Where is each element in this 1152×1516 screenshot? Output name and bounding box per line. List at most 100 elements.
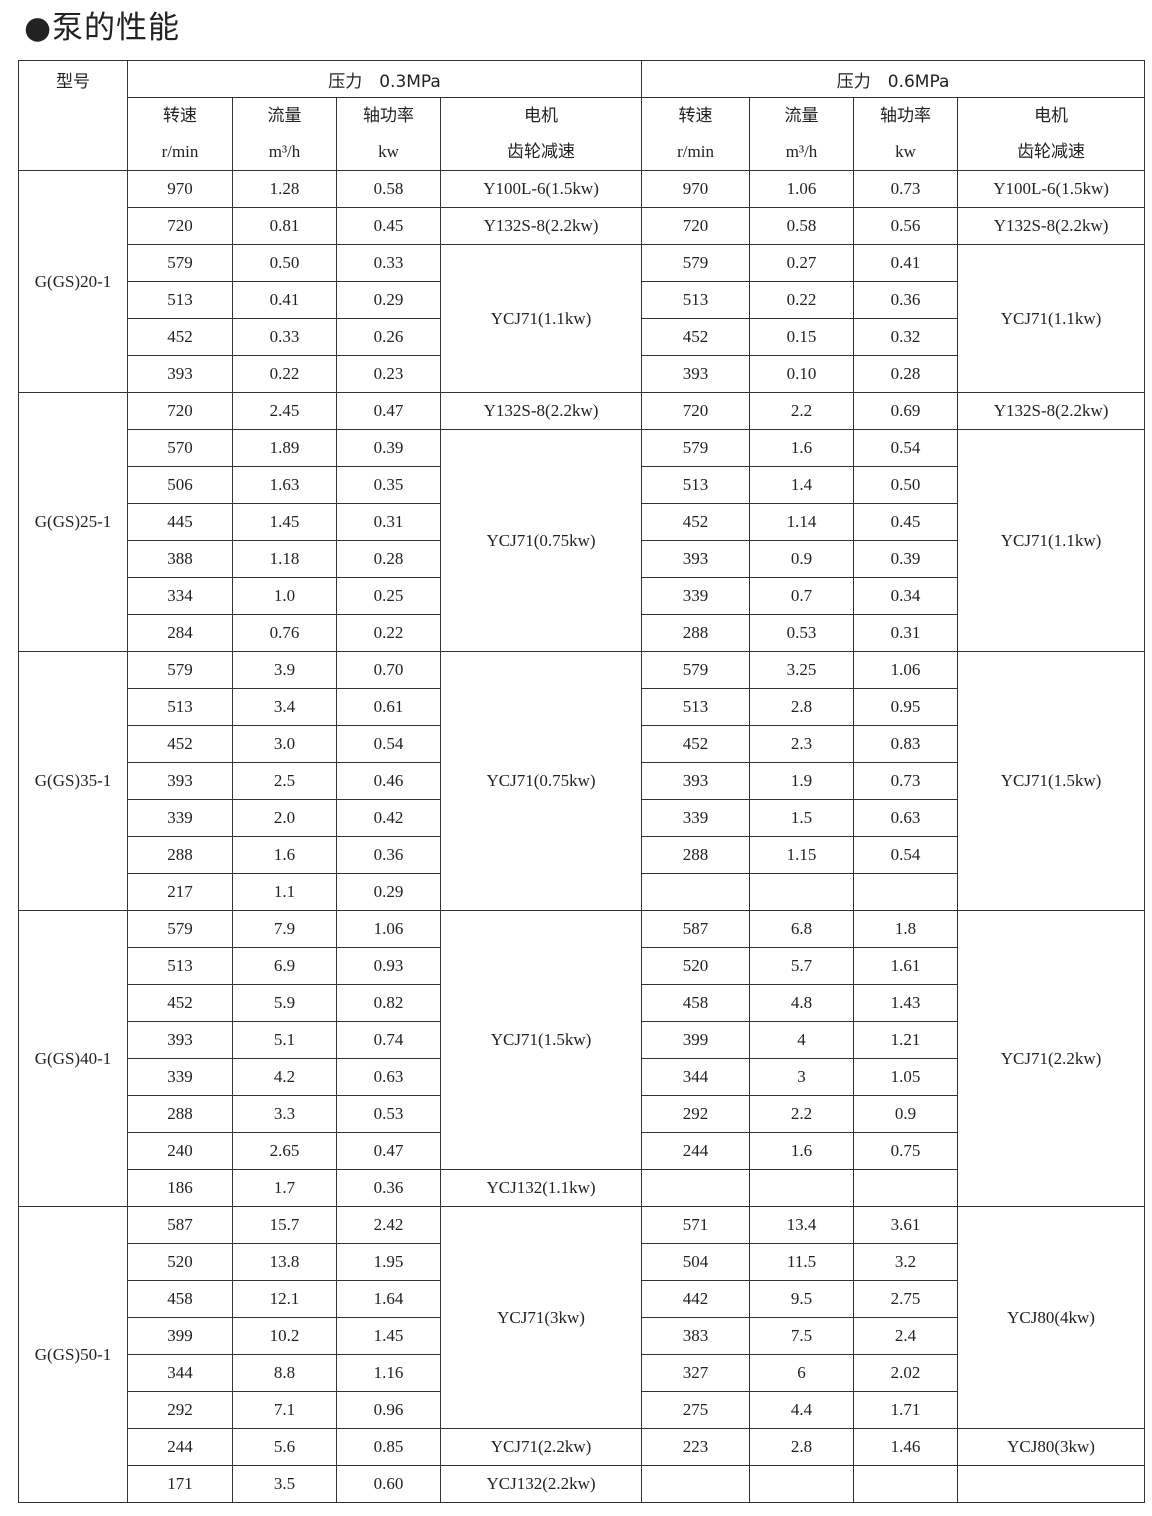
speed-cell: 288 [127, 836, 233, 874]
motor-cell: YCJ71(2.2kw) [957, 910, 1146, 1207]
power-cell: 1.64 [336, 1280, 441, 1318]
flow-cell: 7.5 [749, 1317, 855, 1355]
speed-cell: 513 [641, 281, 751, 319]
flow-cell: 1.18 [232, 540, 337, 578]
power-cell: 2.75 [853, 1280, 959, 1318]
power-cell: 0.75 [853, 1132, 959, 1170]
column-header: 转速 r/min [127, 97, 233, 171]
column-unit: m³/h [785, 142, 818, 161]
speed-cell: 513 [127, 688, 233, 726]
power-cell: 1.43 [853, 984, 959, 1022]
flow-cell: 4.4 [749, 1391, 855, 1429]
table-row: 292 7.1 0.96 275 4.4 1.71 [19, 1391, 1145, 1429]
power-cell: 0.41 [853, 244, 959, 282]
header-row: 转速 r/min 流量 m³/h 轴功率 kw 电机 齿轮减速 转速 r/min 流量 m³/h 轴功率… [19, 97, 1146, 171]
speed-cell: 339 [127, 1058, 233, 1096]
flow-cell: 0.7 [749, 577, 855, 615]
power-cell: 2.42 [336, 1206, 441, 1244]
speed-cell: 288 [127, 1095, 233, 1133]
flow-cell: 0.53 [749, 614, 855, 652]
column-name: 轴功率 [363, 106, 414, 126]
speed-cell: 571 [641, 1206, 751, 1244]
table-row: 186 1.7 0.36 YCJ132(1.1kw) [19, 1169, 1145, 1207]
model-cell: G(GS)25-1 [18, 392, 128, 652]
motor-cell: Y132S-8(2.2kw) [957, 392, 1146, 430]
column-header: 轴功率 kw [336, 97, 441, 171]
table-row: 720 0.81 0.45 Y132S-8(2.2kw) 720 0.58 0.56 Y132… [19, 207, 1146, 245]
table-row: 506 1.63 0.35 513 1.4 0.50 [19, 466, 1145, 504]
flow-cell: 13.4 [749, 1206, 855, 1244]
speed-cell: 458 [127, 1280, 233, 1318]
table-row: 452 5.9 0.82 458 4.8 1.43 [19, 984, 1145, 1022]
flow-cell: 3.5 [232, 1465, 337, 1503]
speed-cell: 720 [127, 207, 233, 245]
power-cell: 0.36 [853, 281, 959, 319]
power-cell: 1.45 [336, 1317, 441, 1355]
table-row: 458 12.1 1.64 442 9.5 2.75 [19, 1280, 1145, 1318]
power-cell: 0.73 [853, 170, 959, 208]
model-cell: G(GS)50-1 [18, 1206, 128, 1503]
power-cell: 0.82 [336, 984, 441, 1022]
table-row: 513 0.41 0.29 513 0.22 0.36 [19, 281, 1145, 319]
speed-cell: 223 [641, 1428, 751, 1466]
power-cell: 0.25 [336, 577, 441, 615]
power-cell: 0.28 [853, 355, 959, 393]
table-row: 393 5.1 0.74 399 4 1.21 [19, 1021, 1145, 1059]
flow-cell: 4.2 [232, 1058, 337, 1096]
flow-cell: 0.76 [232, 614, 337, 652]
motor-cell: YCJ132(2.2kw) [439, 1465, 643, 1503]
flow-cell: 1.1 [232, 873, 337, 911]
column-unit: 齿轮减速 [507, 142, 576, 161]
speed-cell: 383 [641, 1317, 751, 1355]
speed-cell: 393 [641, 540, 751, 578]
flow-cell: 2.3 [749, 725, 855, 763]
flow-cell: 3.9 [232, 651, 337, 689]
model-cell: G(GS)40-1 [18, 910, 128, 1207]
speed-cell: 393 [127, 762, 233, 800]
column-name: 轴功率 [880, 106, 932, 126]
speed-cell: 288 [641, 836, 751, 874]
power-cell: 1.46 [853, 1428, 959, 1466]
column-name: 电机 [1034, 106, 1069, 126]
motor-cell [957, 1465, 1146, 1503]
flow-cell: 12.1 [232, 1280, 337, 1318]
motor-cell: Y100L-6(1.5kw) [439, 170, 643, 208]
flow-cell: 1.06 [749, 170, 855, 208]
table-row: 339 2.0 0.42 339 1.5 0.63 [19, 799, 1145, 837]
motor-cell: Y132S-8(2.2kw) [439, 207, 643, 245]
column-name: 转速 [678, 106, 713, 126]
power-cell: 1.8 [853, 910, 959, 948]
motor-cell: YCJ132(1.1kw) [439, 1169, 643, 1207]
flow-cell [749, 873, 855, 911]
flow-cell: 15.7 [232, 1206, 337, 1244]
speed-cell: 720 [641, 207, 751, 245]
motor-cell: YCJ71(2.2kw) [439, 1428, 643, 1466]
speed-cell: 970 [641, 170, 751, 208]
table-row: 284 0.76 0.22 288 0.53 0.31 [19, 614, 1145, 652]
power-cell: 0.26 [336, 318, 441, 356]
column-unit: kw [895, 142, 916, 161]
table-row: 513 6.9 0.93 520 5.7 1.61 [19, 947, 1145, 985]
motor-cell: YCJ71(1.1kw) [957, 244, 1146, 393]
power-cell: 0.60 [336, 1465, 441, 1503]
flow-cell: 1.15 [749, 836, 855, 874]
power-cell: 1.06 [336, 910, 441, 948]
speed-cell [641, 1465, 751, 1503]
flow-cell: 0.15 [749, 318, 855, 356]
motor-cell: Y132S-8(2.2kw) [957, 207, 1146, 245]
header-row: 型号 压力 0.3MPa 压力 0.6MPa [18, 60, 1146, 171]
speed-cell: 570 [127, 429, 233, 467]
table-row: 393 0.22 0.23 393 0.10 0.28 [19, 355, 1145, 393]
speed-cell: 171 [127, 1465, 233, 1503]
flow-cell: 3.25 [749, 651, 855, 689]
power-cell: 0.45 [336, 207, 441, 245]
power-cell: 0.47 [336, 392, 441, 430]
speed-cell [641, 1169, 751, 1207]
speed-cell: 334 [127, 577, 233, 615]
table-row: 452 0.33 0.26 452 0.15 0.32 [19, 318, 1145, 356]
table-row: 570 1.89 0.39 YCJ71(0.75kw) 579 1.6 0.54 YCJ71(… [19, 429, 1146, 652]
power-cell: 3.2 [853, 1243, 959, 1281]
speed-cell: 520 [127, 1243, 233, 1281]
speed-cell: 292 [641, 1095, 751, 1133]
speed-cell: 442 [641, 1280, 751, 1318]
